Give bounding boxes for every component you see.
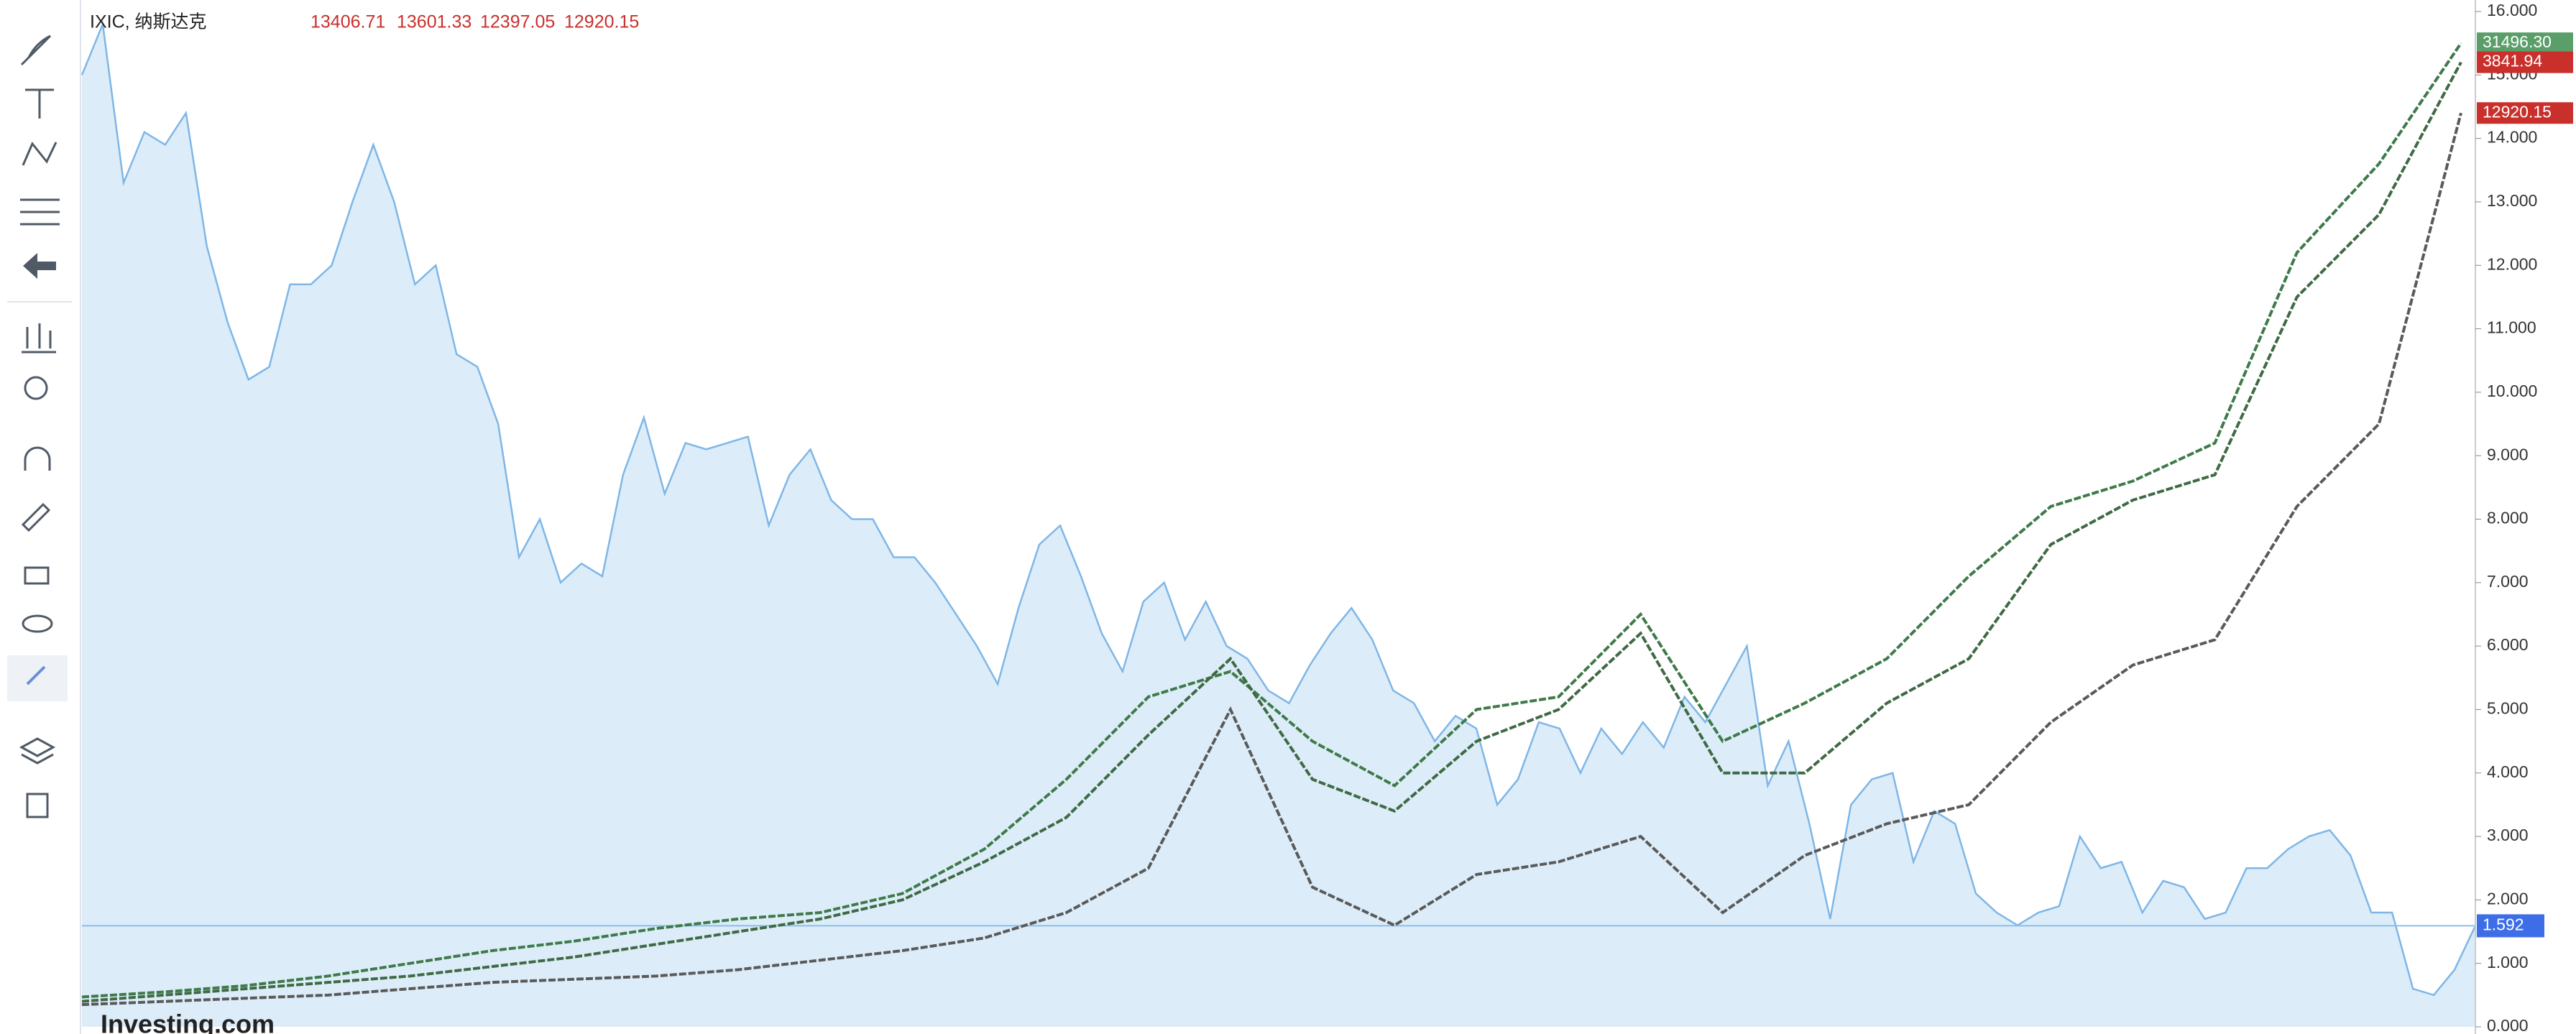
y-tick-label: 4.000 xyxy=(2487,762,2529,781)
area-fill xyxy=(82,24,2475,1028)
back-icon[interactable] xyxy=(23,253,56,279)
y-tick-label: 12.000 xyxy=(2487,254,2537,273)
measure-icon[interactable] xyxy=(22,323,56,354)
fib-icon[interactable] xyxy=(20,198,60,226)
series-line xyxy=(81,112,2462,1007)
y-tick-label: 11.000 xyxy=(2487,318,2536,337)
toolbar-bg xyxy=(0,0,79,1034)
price-tag-label: 3841.94 xyxy=(2483,52,2542,70)
zoom-icon[interactable] xyxy=(24,376,48,400)
link-bg[interactable] xyxy=(7,655,68,701)
plot xyxy=(80,20,2477,1028)
price-tag-label: 1.592 xyxy=(2483,915,2524,933)
series-line xyxy=(81,42,2462,999)
brush-icon[interactable] xyxy=(20,34,52,66)
y-tick-label: 14.000 xyxy=(2487,128,2537,147)
price-tag xyxy=(2477,914,2544,938)
lock-draw-icon[interactable] xyxy=(21,502,51,532)
y-tick-label: 10.000 xyxy=(2487,382,2537,400)
area-line xyxy=(80,20,2477,997)
y-tick-label: 5.000 xyxy=(2487,699,2529,718)
y-tick-label: 7.000 xyxy=(2487,572,2529,591)
open: 13406.71 xyxy=(310,12,385,32)
high: 13601.33 xyxy=(397,12,472,32)
series-line xyxy=(81,61,2462,1003)
y-tick-label: 16.000 xyxy=(2487,1,2537,19)
lock-icon[interactable] xyxy=(24,566,50,585)
toolbar xyxy=(0,0,81,1034)
y-tick-label: 6.000 xyxy=(2487,635,2529,654)
close: 12920.15 xyxy=(564,12,639,32)
y-tick-label: 2.000 xyxy=(2487,889,2529,908)
y-tick-label: 9.000 xyxy=(2487,445,2529,463)
y-tick-label: 0.000 xyxy=(2487,1016,2529,1034)
price-tag-label: 12920.15 xyxy=(2483,102,2552,121)
pattern-icon[interactable] xyxy=(22,142,58,166)
low: 12397.05 xyxy=(480,12,555,32)
y-tick-label: 8.000 xyxy=(2487,509,2529,527)
y-tick-label: 13.000 xyxy=(2487,191,2537,210)
text-icon[interactable] xyxy=(25,88,54,119)
magnet-icon[interactable] xyxy=(24,446,51,471)
symbol: IXIC, 纳斯达克 xyxy=(90,12,207,32)
layers-icon[interactable] xyxy=(19,737,56,765)
y-tick-label: 1.000 xyxy=(2487,953,2529,971)
y-tick-label: 3.000 xyxy=(2487,826,2529,844)
price-tag xyxy=(2477,32,2573,55)
logo: Investing.com xyxy=(101,1010,275,1034)
price-tag xyxy=(2477,102,2573,124)
axis: 0.000 1.000 2.000 3.000 4.000 5.000 6.000 7.000… xyxy=(2475,1,2573,1034)
axis-bg xyxy=(2475,0,2576,1034)
link-icon[interactable] xyxy=(26,665,46,686)
eye-icon[interactable] xyxy=(22,614,53,633)
price-tag xyxy=(2477,51,2573,73)
trash-icon[interactable] xyxy=(26,793,49,818)
price-tag-label: 31496.30 xyxy=(2483,32,2552,51)
